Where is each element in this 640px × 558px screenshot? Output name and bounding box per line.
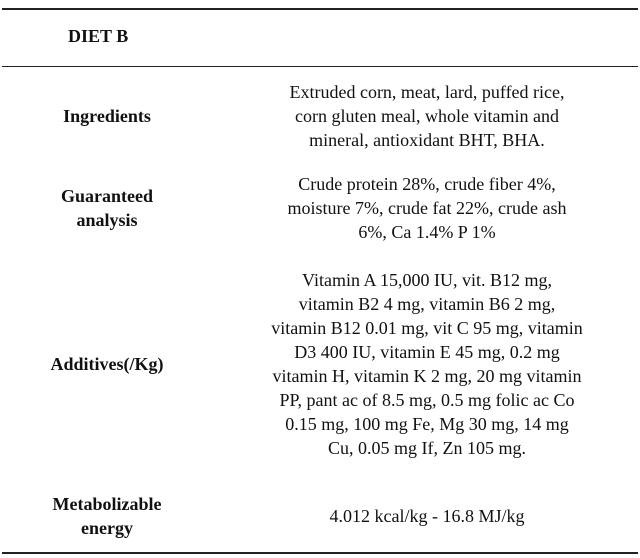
row-value: Crude protein 28%, crude fiber 4%, moist… xyxy=(214,172,640,244)
row-label-line: Additives(/Kg) xyxy=(50,354,164,374)
row-value-line: 4.012 kcal/kg - 16.8 MJ/kg xyxy=(329,506,525,526)
table-row-metabolizable-energy: Metabolizable energy 4.012 kcal/kg - 16.… xyxy=(0,490,640,542)
row-label: Metabolizable energy xyxy=(0,492,214,540)
row-label-line: Metabolizable xyxy=(52,494,162,514)
row-value-line: vitamin B12 0.01 mg, vit C 95 mg, vitami… xyxy=(271,318,583,338)
row-value-line: D3 400 IU, vitamin E 45 mg, 0.2 mg xyxy=(294,342,560,362)
row-value: Vitamin A 15,000 IU, vit. B12 mg, vitami… xyxy=(214,268,640,460)
row-value-line: Crude protein 28%, crude fiber 4%, xyxy=(298,174,556,194)
table-row-additives: Additives(/Kg) Vitamin A 15,000 IU, vit.… xyxy=(0,264,640,464)
table-bottom-rule xyxy=(2,552,638,554)
row-value-line: mineral, antioxidant BHT, BHA. xyxy=(309,130,545,150)
row-label-line: Guaranteed xyxy=(61,186,153,206)
row-label: Ingredients xyxy=(0,104,214,128)
row-value-line: PP, pant ac of 8.5 mg, 0.5 mg folic ac C… xyxy=(279,390,575,410)
table-row-guaranteed-analysis: Guaranteed analysis Crude protein 28%, c… xyxy=(0,172,640,244)
table-header-rule xyxy=(2,66,638,67)
row-value-line: corn gluten meal, whole vitamin and xyxy=(295,106,559,126)
row-label: Guaranteed analysis xyxy=(0,184,214,232)
row-value-line: vitamin B2 4 mg, vitamin B6 2 mg, xyxy=(298,294,556,314)
row-label: Additives(/Kg) xyxy=(0,352,214,376)
row-label-line: energy xyxy=(81,518,133,538)
row-value-line: vitamin H, vitamin K 2 mg, 20 mg vitamin xyxy=(272,366,582,386)
row-label-line: Ingredients xyxy=(63,106,151,126)
row-value-line: moisture 7%, crude fat 22%, crude ash xyxy=(287,198,567,218)
table-row-ingredients: Ingredients Extruded corn, meat, lard, p… xyxy=(0,80,640,152)
row-value-line: 6%, Ca 1.4% P 1% xyxy=(358,222,496,242)
row-value: Extruded corn, meat, lard, puffed rice, … xyxy=(214,80,640,152)
row-value-line: Cu, 0.05 mg If, Zn 105 mg. xyxy=(328,438,526,458)
row-value-line: 0.15 mg, 100 mg Fe, Mg 30 mg, 14 mg xyxy=(285,414,569,434)
table-title: DIET B xyxy=(68,26,129,46)
row-value-line: Vitamin A 15,000 IU, vit. B12 mg, xyxy=(302,270,552,290)
row-value: 4.012 kcal/kg - 16.8 MJ/kg xyxy=(214,504,640,528)
row-label-line: analysis xyxy=(76,210,138,230)
row-value-line: Extruded corn, meat, lard, puffed rice, xyxy=(289,82,565,102)
table-top-rule xyxy=(2,8,638,10)
